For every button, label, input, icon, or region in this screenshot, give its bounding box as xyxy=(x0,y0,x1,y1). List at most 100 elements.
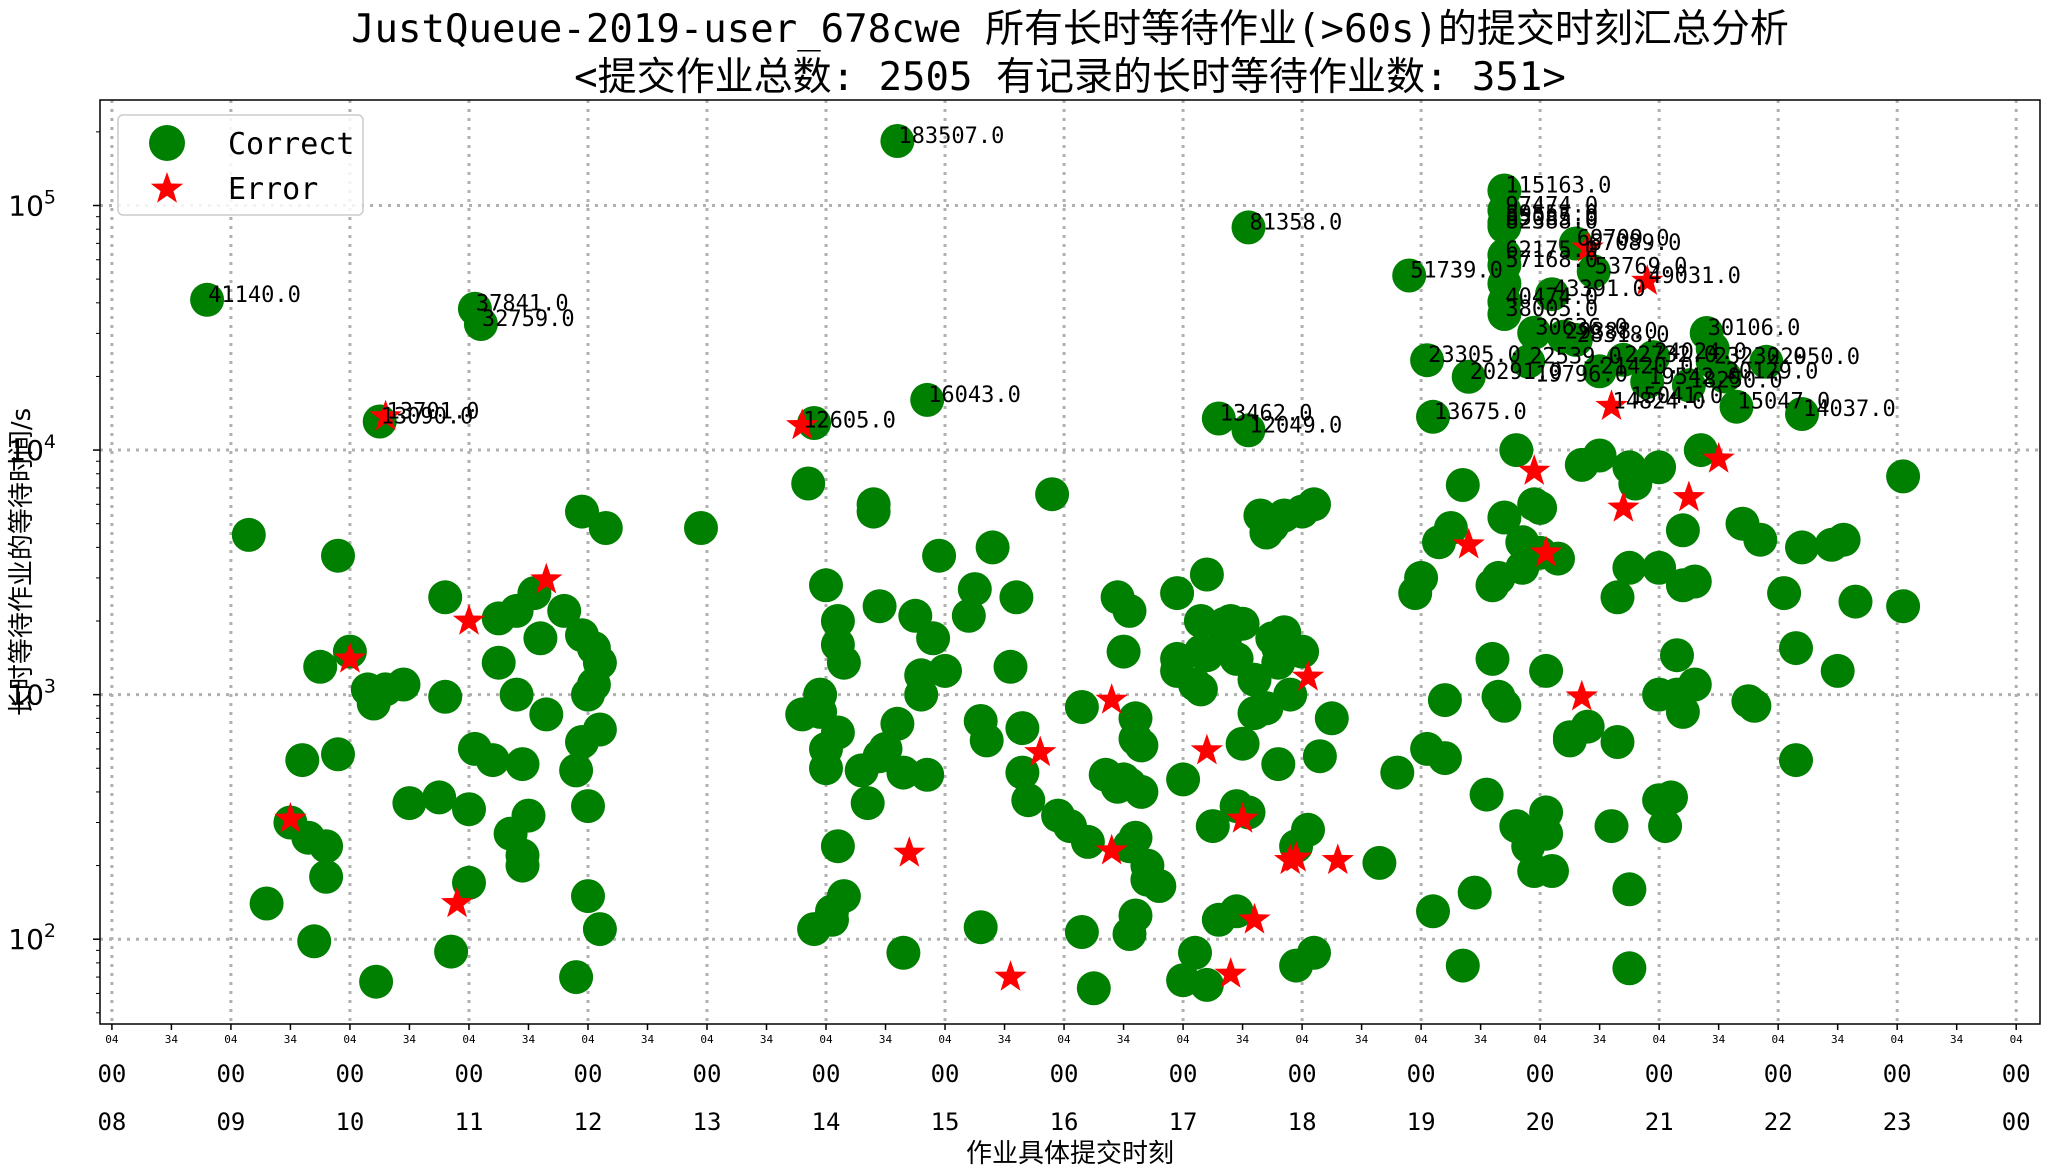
correct-point xyxy=(1642,450,1677,485)
x-tick-label-bottom: 13 xyxy=(693,1108,722,1136)
point-annotation: 41140.0 xyxy=(208,283,301,308)
correct-point xyxy=(1457,875,1492,910)
point-annotation: 53769.0 xyxy=(1595,254,1688,279)
correct-point xyxy=(1719,389,1754,424)
x-tick-label-bottom: 11 xyxy=(455,1108,484,1136)
correct-point xyxy=(582,912,617,947)
correct-point xyxy=(1570,709,1605,744)
correct-point xyxy=(1612,550,1647,585)
x-tick-label-top: 04 xyxy=(700,1033,714,1046)
correct-point xyxy=(1671,368,1706,403)
point-annotation: 28318.0 xyxy=(1577,323,1670,348)
correct-point xyxy=(969,723,1004,758)
point-annotation: 13701.0 xyxy=(387,400,480,425)
x-axis: 04 00 08 04 00 09 04 00 10 04 00 11 04 00 12 04 00 13 04 00… xyxy=(97,1024,2031,1136)
correct-point xyxy=(1231,413,1266,448)
correct-point xyxy=(582,712,617,747)
point-annotation: 24024.0 xyxy=(1654,340,1747,365)
correct-point xyxy=(1076,971,1111,1006)
correct-point xyxy=(922,538,957,573)
correct-point xyxy=(1558,322,1593,357)
correct-point xyxy=(452,792,486,827)
x-minor-tick-label: 34 xyxy=(1950,1033,1964,1046)
correct-point xyxy=(880,124,915,158)
x-tick-label-bottom: 22 xyxy=(1764,1108,1793,1136)
correct-point xyxy=(1297,487,1331,522)
correct-point xyxy=(1273,677,1308,712)
correct-point xyxy=(1886,459,1921,494)
x-minor-tick-label: 34 xyxy=(998,1033,1012,1046)
x-tick-label-bottom: 17 xyxy=(1169,1108,1198,1136)
x-tick-label-top: 04 xyxy=(1772,1033,1786,1046)
x-tick-label-top: 04 xyxy=(1891,1033,1905,1046)
point-annotation: 18250.0 xyxy=(1690,368,1783,393)
correct-point xyxy=(928,653,962,688)
correct-point xyxy=(826,645,861,680)
point-annotation: 49031.0 xyxy=(1648,264,1741,289)
x-tick-label-bottom: 20 xyxy=(1526,1108,1555,1136)
correct-point xyxy=(809,751,843,786)
error-point xyxy=(1095,683,1128,714)
correct-point xyxy=(321,737,355,772)
correct-point xyxy=(963,910,998,945)
correct-point xyxy=(1302,739,1337,774)
x-tick-label-top: 04 xyxy=(1533,1033,1547,1046)
point-annotation: 62175.0 xyxy=(1505,238,1598,263)
x-minor-tick-label: 34 xyxy=(1236,1033,1250,1046)
x-tick-label-mid: 00 xyxy=(216,1060,245,1088)
correct-point xyxy=(1297,935,1331,970)
correct-point xyxy=(957,572,992,607)
x-tick-label-mid: 00 xyxy=(931,1060,960,1088)
correct-point xyxy=(916,621,951,656)
correct-point xyxy=(1225,606,1260,641)
x-minor-tick-label: 34 xyxy=(522,1033,536,1046)
correct-point xyxy=(559,960,594,995)
correct-point xyxy=(1445,948,1480,983)
correct-point xyxy=(321,538,355,573)
point-annotation: 89557.0 xyxy=(1505,202,1598,227)
correct-point xyxy=(820,604,855,638)
x-minor-tick-label: 34 xyxy=(403,1033,417,1046)
point-annotation: 51739.0 xyxy=(1410,259,1503,284)
correct-point xyxy=(1487,209,1522,244)
error-point xyxy=(1571,230,1604,262)
correct-point xyxy=(1011,783,1046,818)
correct-point xyxy=(1189,967,1224,1002)
correct-point xyxy=(1677,667,1712,702)
correct-point xyxy=(505,747,540,782)
correct-point xyxy=(856,494,891,529)
x-tick-label-top: 04 xyxy=(1653,1033,1667,1046)
error-point xyxy=(1702,441,1735,473)
correct-point xyxy=(285,743,320,778)
correct-point xyxy=(1124,728,1159,763)
x-minor-tick-label: 34 xyxy=(165,1033,179,1046)
correct-point xyxy=(1606,342,1641,377)
legend: Correct Error xyxy=(117,114,364,216)
correct-point xyxy=(1523,490,1558,525)
correct-point xyxy=(1064,690,1099,724)
y-tick-label: 105 xyxy=(8,186,56,222)
correct-point xyxy=(565,494,599,529)
correct-point xyxy=(1636,340,1671,375)
error-point xyxy=(994,960,1027,991)
correct-point xyxy=(1035,477,1070,512)
x-tick-label-top: 04 xyxy=(343,1033,357,1046)
correct-point xyxy=(1779,743,1813,778)
correct-point xyxy=(820,829,855,864)
correct-point xyxy=(1648,809,1683,844)
correct-point xyxy=(1820,653,1855,688)
error-point xyxy=(1529,535,1563,567)
point-annotation: 13090.0 xyxy=(381,405,474,430)
correct-point xyxy=(1838,584,1873,619)
x-tick-label-top: 04 xyxy=(1414,1033,1428,1046)
correct-point xyxy=(862,589,897,624)
point-annotation: 22539.0 xyxy=(1529,345,1622,370)
correct-point xyxy=(910,382,945,417)
correct-point xyxy=(850,786,885,821)
correct-point xyxy=(1219,894,1254,929)
point-annotation: 21420.0 xyxy=(1601,354,1694,379)
point-annotation: 30106.0 xyxy=(1708,316,1801,341)
correct-point xyxy=(303,649,338,684)
error-point xyxy=(1280,840,1313,872)
